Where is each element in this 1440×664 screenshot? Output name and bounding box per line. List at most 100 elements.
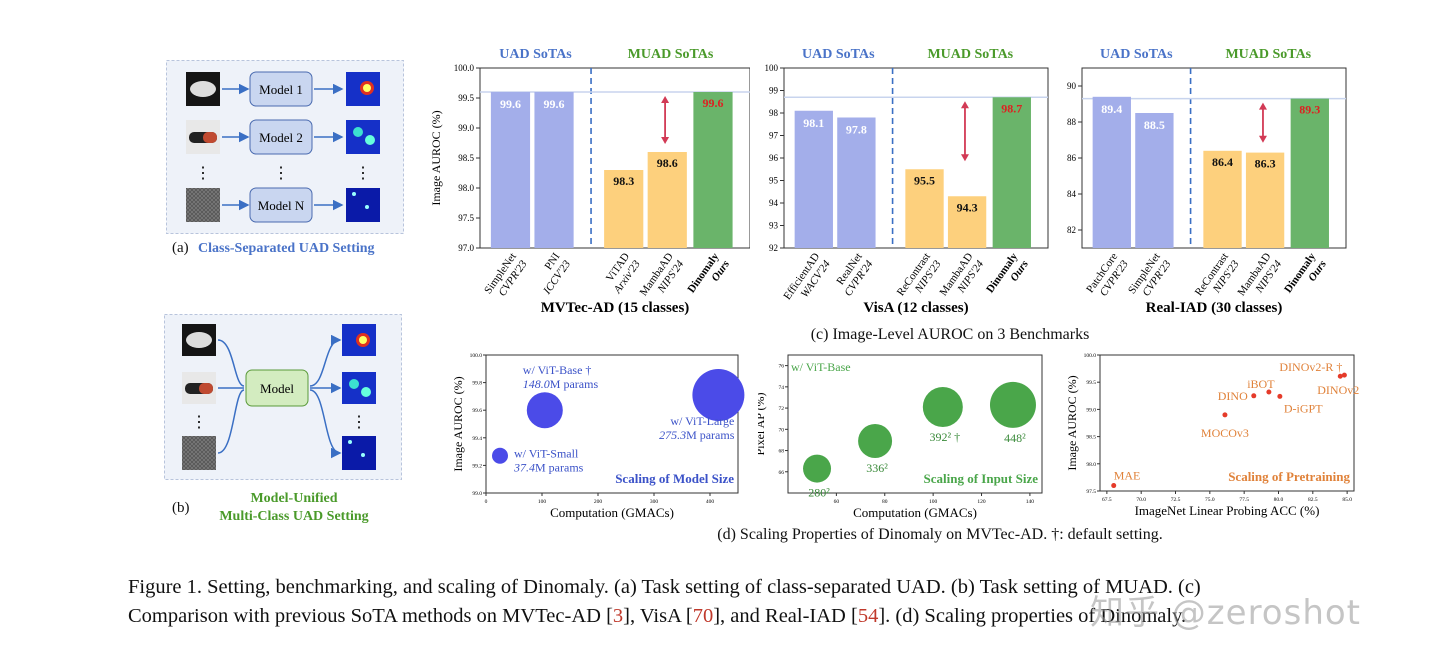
- bar: [604, 170, 644, 248]
- y-tick-label: 99.5: [1086, 380, 1096, 386]
- x-tick-label: DinomalyOurs: [685, 250, 732, 302]
- model-n-box: [249, 187, 313, 223]
- realiad-bar-chart: 82 84 86 88 90 UAD SoTAs MUAD SoTAs 89.4 PatchCo…: [1067, 47, 1347, 316]
- pill-image: [186, 72, 220, 106]
- y-tick-label: 88: [1067, 117, 1077, 127]
- x-tick-label: 72.5: [1171, 497, 1181, 503]
- panel-b-label: (b): [172, 500, 190, 516]
- caption-line-2: Comparison with previous SoTA methods on…: [128, 602, 1373, 631]
- y-tick-label: 97.0: [458, 243, 474, 253]
- chart-note: w/ ViT-Base: [791, 360, 851, 374]
- caption-text: Comparison with previous SoTA methods on…: [128, 605, 613, 627]
- anomaly-map-n: [342, 436, 376, 470]
- x-tick-label: PatchCoreCVPR'23: [1084, 250, 1131, 302]
- ellipsis-icon: ⋮: [273, 165, 289, 182]
- chart-title: Scaling of Model Size: [615, 471, 734, 486]
- pretraining-scatter: 67.5 70.0 72.5 75.0 77.5 80.0 82.5 85.0 97.5 98.0…: [1065, 353, 1359, 518]
- anomaly-map-2: [346, 120, 380, 154]
- y-tick-label: 93: [769, 221, 779, 231]
- bar-value-label: 98.7: [1001, 101, 1022, 115]
- panel-a-diagram: Model 1 Model 2 ⋮ ⋮ ⋮ Model N: [166, 60, 404, 234]
- bar-value-label: 98.6: [657, 156, 678, 170]
- y-tick-label: 90: [1067, 81, 1077, 91]
- bubble: [989, 381, 1036, 428]
- y-tick-label: 82: [1067, 225, 1076, 235]
- y-tick-label: 99.4: [472, 436, 482, 442]
- bar-value-label: 88.5: [1144, 118, 1165, 132]
- point-label: DINOv2-R †: [1279, 360, 1342, 374]
- bar-value-label: 94.3: [957, 200, 978, 214]
- x-tick-label: 67.5: [1102, 497, 1112, 503]
- arrow-head-down: [960, 154, 969, 162]
- citation-link[interactable]: 54: [857, 605, 879, 627]
- bar: [490, 92, 531, 248]
- x-tick-label: MambaADNIPS'24: [1235, 250, 1284, 305]
- grid-image: [182, 436, 216, 470]
- x-tick-label: EfficientADWACV'24: [781, 250, 833, 309]
- x-tick-label: 100: [538, 499, 547, 505]
- y-tick-label: 96: [769, 153, 779, 163]
- x-tick-label: MambaADNIPS'24: [937, 250, 986, 305]
- y-tick-label: 99.0: [1086, 407, 1096, 413]
- x-tick-label: 70.0: [1136, 497, 1146, 503]
- x-tick-label: 120: [977, 499, 986, 505]
- arrow-head-down: [1258, 135, 1267, 143]
- bar: [992, 97, 1031, 248]
- y-tick-label: 97.5: [458, 213, 474, 223]
- bubble-label: w/ ViT-Base †: [523, 363, 592, 377]
- bubble: [526, 392, 563, 429]
- bar: [1290, 98, 1329, 248]
- panel-b-diagram: ⋮ Model ⋮: [164, 314, 402, 480]
- panel-d-caption: (d) Scaling Properties of Dinomaly on MV…: [717, 526, 1163, 543]
- unified-model-box: [245, 369, 309, 407]
- y-tick-label: 100.0: [454, 63, 475, 73]
- bar: [1092, 96, 1131, 248]
- bar-value-label: 86.3: [1255, 157, 1276, 171]
- x-tick-label: SimpleNetCVPR'23: [482, 250, 530, 303]
- anomaly-map-n: [346, 188, 380, 222]
- x-tick-label: SimpleNetCVPR'23: [1126, 250, 1174, 303]
- y-tick-label: 99.6: [472, 408, 482, 414]
- point-label: MOCOv3: [1201, 426, 1249, 440]
- citation-link[interactable]: 3: [612, 605, 624, 627]
- scatter-point: [1222, 412, 1228, 418]
- ellipsis-icon: ⋮: [355, 165, 371, 182]
- grid-image: [186, 188, 220, 222]
- citation-link[interactable]: 70: [692, 605, 714, 627]
- group-label-uad: UAD SoTAs: [802, 47, 875, 62]
- y-tick-label: 100.0: [1084, 353, 1097, 359]
- x-tick-label: RealNetCVPR'24: [832, 250, 876, 298]
- bubble-params-label: 148.0M params: [523, 377, 599, 391]
- x-tick-label: 0: [485, 499, 488, 505]
- model-1-box: [249, 71, 313, 107]
- x-tick-label: PNIICCV'23: [530, 250, 573, 297]
- scatter-point: [1277, 393, 1283, 399]
- chart-title: VisA (12 classes): [863, 300, 968, 316]
- point-label: MAE: [1114, 469, 1141, 483]
- y-tick-label: 98.0: [1086, 462, 1096, 468]
- bubble-label: w/ ViT-Large: [670, 414, 734, 428]
- y-axis-label: Image AUROC (%): [429, 110, 443, 205]
- x-tick-label: 140: [1026, 499, 1035, 505]
- anomaly-map-1: [342, 324, 376, 356]
- y-tick-label: 98.5: [1086, 435, 1096, 441]
- y-tick-label: 94: [769, 198, 779, 208]
- anomaly-map-1: [346, 72, 380, 106]
- x-tick-label: 85.0: [1342, 497, 1352, 503]
- bar-value-label: 86.4: [1212, 155, 1233, 169]
- bar: [534, 92, 574, 248]
- panel-b-title: Model-Unified Multi-Class UAD Setting: [204, 490, 384, 526]
- x-tick-label: 80: [882, 499, 888, 505]
- bubble-label: 280²: [808, 486, 830, 500]
- group-label-uad: UAD SoTAs: [499, 47, 572, 62]
- y-tick-label: 100.0: [470, 353, 483, 359]
- bubble-label: 392² †: [930, 430, 961, 444]
- arrow-head-up: [960, 101, 969, 109]
- x-axis-label: ImageNet Linear Probing ACC (%): [1135, 503, 1320, 518]
- bar: [794, 110, 833, 248]
- scatter-point: [1111, 483, 1117, 489]
- model-2-label: Model 2: [259, 130, 303, 145]
- x-tick-label: 200: [594, 499, 603, 505]
- x-axis-label: Computation (GMACs): [853, 505, 977, 520]
- y-axis-label: Image AUROC (%): [451, 376, 465, 471]
